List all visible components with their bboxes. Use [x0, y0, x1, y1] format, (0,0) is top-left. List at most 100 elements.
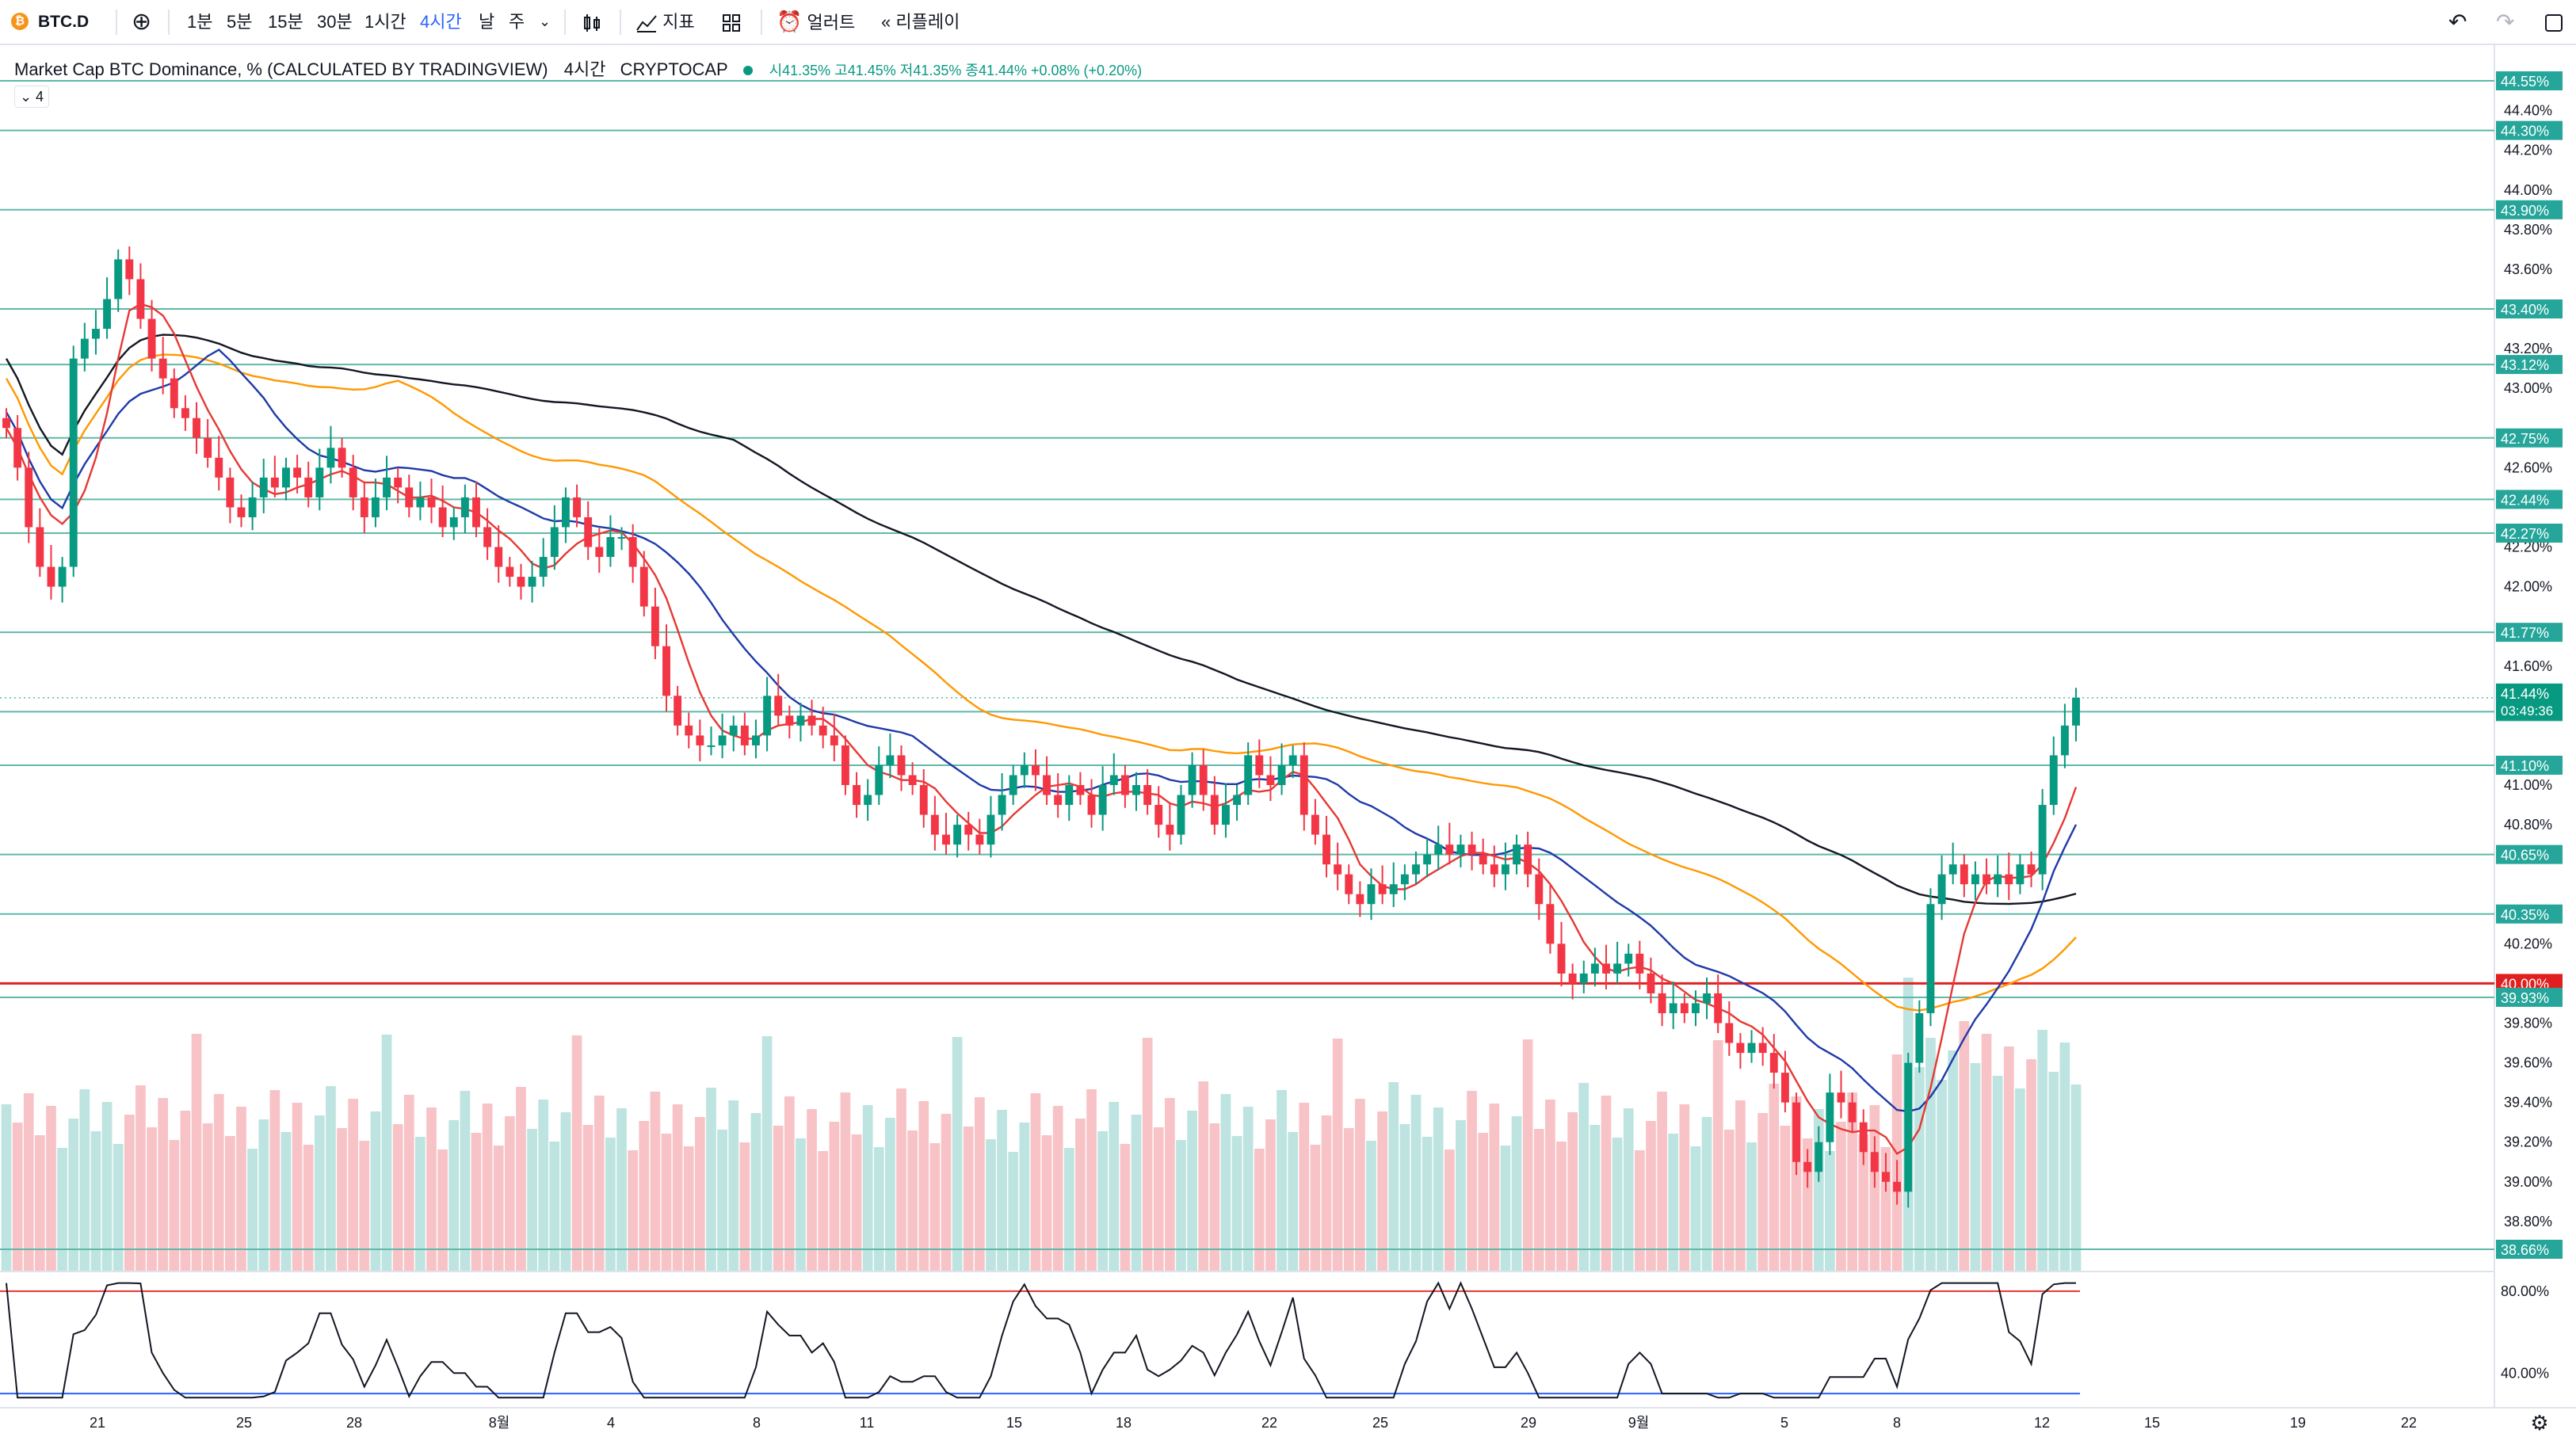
volume-bar — [2059, 1043, 2070, 1271]
rsi-tick-label: 40.00% — [2501, 1365, 2549, 1381]
price-tick-label: 38.80% — [2504, 1214, 2552, 1229]
volume-bar — [1869, 1105, 1880, 1271]
redo-icon[interactable]: ↷ — [2496, 10, 2515, 34]
symbol-search-button[interactable]: BTC.D — [38, 13, 90, 31]
replay-button[interactable]: « 리플레이 — [881, 0, 960, 44]
interval-30m[interactable]: 30분 — [317, 12, 353, 32]
candle-body — [685, 725, 693, 736]
volume-bar — [180, 1111, 191, 1271]
price-tick-label: 44.00% — [2504, 182, 2552, 198]
volume-bar — [1299, 1103, 1310, 1271]
level-price-tag-label: 44.30% — [2501, 124, 2549, 139]
volume-bar — [46, 1106, 56, 1271]
rsi-line — [6, 1281, 2076, 1399]
volume-bar — [986, 1139, 996, 1271]
alert-button[interactable]: ⏰ 얼러트 — [777, 0, 855, 44]
price-axis[interactable]: 80.00% 40.00% 44.40% 44.20% 44.00% 43.80% 43.6… — [2496, 71, 2563, 1381]
candle-body — [752, 735, 760, 745]
time-tick-label: 8 — [753, 1415, 761, 1431]
volume-bar — [1657, 1092, 1667, 1271]
time-axis[interactable]: 21 25 28 8월 4 8 11 15 18 22 25 29 9월 5 8 12 15 19 22 ⚙ — [90, 1411, 2549, 1435]
candle-body — [438, 507, 447, 528]
interval-1m[interactable]: 1분 — [187, 12, 213, 32]
candle-body — [662, 646, 670, 696]
volume-bar — [1265, 1119, 1276, 1271]
level-price-tag-label: 42.75% — [2501, 431, 2549, 447]
volume-bar — [1948, 1050, 1959, 1271]
rsi-pane — [0, 1281, 2080, 1399]
candle-body — [315, 467, 324, 497]
legend-exchange: CRYPTOCAP — [620, 59, 728, 79]
volume-bar — [35, 1135, 45, 1271]
volume-bar — [761, 1036, 773, 1271]
volume-bar — [1723, 1130, 1735, 1271]
volume-bar — [605, 1138, 616, 1271]
candle-body — [1557, 944, 1566, 974]
volume-bar — [582, 1125, 593, 1271]
level-price-tag — [2496, 1239, 2563, 1259]
volume-bar — [1041, 1135, 1052, 1271]
price-tick-label: 43.20% — [2504, 341, 2552, 356]
candle-body — [349, 467, 357, 497]
interval-dropdown-chevron-icon[interactable]: ⌄ — [539, 13, 551, 29]
candle-body — [1120, 775, 1129, 795]
interval-1h[interactable]: 1시간 — [364, 12, 406, 32]
toolbar-divider — [620, 10, 621, 35]
candle-body — [460, 497, 469, 517]
candle-body — [1613, 963, 1622, 974]
volume-bar — [2070, 1085, 2082, 1271]
volume-bar — [1959, 1021, 1970, 1271]
fullscreen-icon[interactable] — [2544, 0, 2564, 44]
volume-bar — [639, 1121, 650, 1271]
volume-bar — [1847, 1092, 1857, 1271]
chart-type-candles-icon[interactable] — [582, 0, 602, 44]
volume-bar — [1646, 1121, 1656, 1271]
undo-icon[interactable]: ↶ — [2448, 10, 2467, 34]
chart-area[interactable]: 80.00% 40.00% 44.40% 44.20% 44.00% 43.80% 43.6… — [0, 45, 2576, 1441]
settings-gear-icon[interactable]: ⚙ — [2530, 1411, 2548, 1435]
interval-1w[interactable]: 주 — [509, 12, 525, 32]
volume-bar — [807, 1109, 817, 1271]
layout-grid-icon[interactable] — [721, 0, 742, 44]
volume-bar — [1522, 1039, 1533, 1271]
volume-bar — [2048, 1072, 2059, 1271]
volume-bar — [661, 1134, 672, 1271]
indicator-collapse-toggle[interactable]: ⌄ 4 — [14, 86, 49, 108]
candle-body — [1177, 795, 1185, 835]
volume-bar — [1478, 1133, 1489, 1271]
volume-bar — [158, 1098, 169, 1271]
interval-5m[interactable]: 5분 — [227, 12, 253, 32]
candle-body — [1568, 973, 1577, 984]
candle-body — [338, 448, 346, 468]
candle-body — [1233, 795, 1242, 806]
compare-add-icon[interactable]: ⊕ — [132, 9, 152, 35]
volume-bar — [1858, 1134, 1869, 1271]
volume-bar — [403, 1095, 414, 1271]
toolbar-divider — [168, 10, 170, 35]
volume-bar — [1097, 1131, 1109, 1271]
candle-body — [1054, 795, 1063, 806]
candle-body — [1445, 844, 1454, 855]
candle-body — [204, 437, 212, 458]
volume-bar — [907, 1130, 918, 1271]
volume-bar — [79, 1089, 90, 1271]
volume-bar — [381, 1035, 392, 1271]
time-tick-label: 21 — [90, 1415, 105, 1431]
volume-bar — [896, 1088, 906, 1271]
candle-body — [1389, 884, 1398, 894]
time-tick-label: 8월 — [489, 1415, 510, 1431]
price-tick-label: 43.00% — [2504, 380, 2552, 396]
candle-body — [215, 457, 223, 478]
price-tick-label: 42.00% — [2504, 579, 2552, 595]
candle-body — [1434, 844, 1443, 855]
volume-bar — [1545, 1100, 1555, 1271]
interval-15m[interactable]: 15분 — [268, 12, 303, 32]
candle-body — [651, 606, 659, 646]
volume-bar — [1735, 1100, 1746, 1271]
candle-body — [639, 566, 648, 607]
candle-body — [1769, 1053, 1778, 1073]
indicators-button[interactable]: 지표 — [635, 0, 695, 44]
interval-4h[interactable]: 4시간 — [420, 12, 462, 32]
interval-1d[interactable]: 날 — [479, 12, 495, 32]
candle-body — [562, 497, 570, 528]
